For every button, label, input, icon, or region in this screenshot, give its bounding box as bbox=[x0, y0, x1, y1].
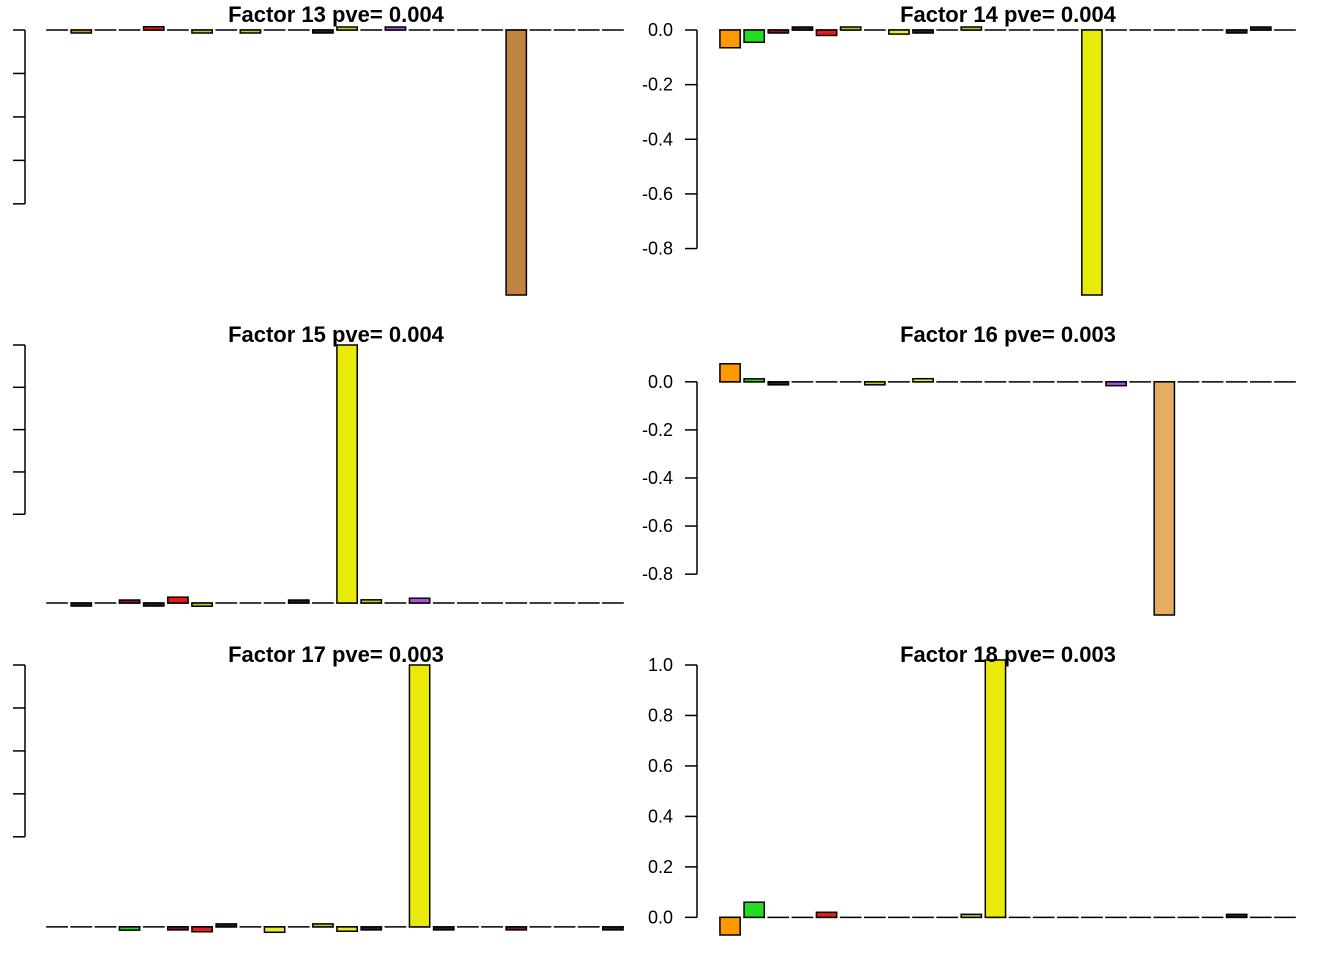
bar bbox=[167, 926, 189, 931]
bar bbox=[70, 29, 93, 34]
chart-panel: 1.0 0.8 0.6 0.4 0.2 0.0 Factor 18 pve= 0.003 bbox=[648, 642, 1296, 936]
y-tick-label: -0.4 bbox=[642, 468, 673, 488]
y-tick-label: -0.8 bbox=[642, 564, 673, 584]
bar bbox=[191, 926, 213, 933]
bar bbox=[888, 29, 910, 35]
bar bbox=[118, 926, 141, 931]
bar bbox=[505, 926, 528, 931]
bar bbox=[912, 377, 934, 383]
y-tick-label: 0.6 bbox=[648, 756, 673, 776]
bar bbox=[118, 599, 141, 604]
bar bbox=[384, 26, 407, 31]
y-tick-label: -0.6 bbox=[642, 516, 673, 536]
bar bbox=[432, 926, 455, 931]
bar bbox=[70, 602, 93, 607]
y-tick-label: -0.8 bbox=[642, 239, 673, 259]
chart-title: Factor 18 pve= 0.003 bbox=[900, 642, 1116, 667]
chart-panel: 0.0 -0.2 -0.4 -0.6 -0.8 Factor 14 pve= 0.004 bbox=[642, 2, 1296, 296]
y-tick-label: -0.6 bbox=[642, 184, 673, 204]
bar bbox=[1105, 381, 1127, 387]
chart-title: Factor 13 pve= 0.004 bbox=[228, 2, 445, 27]
bar bbox=[360, 926, 383, 931]
y-tick-label: -0.2 bbox=[642, 420, 673, 440]
bar bbox=[815, 911, 838, 919]
bar bbox=[602, 926, 624, 931]
bar bbox=[191, 602, 213, 607]
y-tick-label: 0.8 bbox=[648, 705, 673, 725]
bar bbox=[984, 659, 1007, 919]
chart-panel: 0.0 -0.2 -0.4 -0.6 -0.8 Factor 16 pve= 0.003 bbox=[642, 322, 1296, 616]
bar bbox=[312, 923, 334, 928]
bar bbox=[142, 602, 165, 607]
chart-title: Factor 16 pve= 0.003 bbox=[900, 322, 1116, 347]
bar bbox=[408, 664, 431, 928]
y-tick-label: 0.0 bbox=[648, 907, 673, 927]
bar bbox=[505, 29, 528, 296]
bar bbox=[743, 901, 766, 919]
chart-title: Factor 15 pve= 0.004 bbox=[228, 322, 445, 347]
bar bbox=[360, 599, 383, 604]
chart-panel: Factor 15 pve= 0.004 bbox=[13, 322, 624, 607]
bar bbox=[239, 29, 262, 34]
bar bbox=[719, 916, 741, 936]
bar bbox=[815, 29, 838, 37]
chart-title: Factor 14 pve= 0.004 bbox=[900, 2, 1117, 27]
chart-title: Factor 17 pve= 0.003 bbox=[228, 642, 444, 667]
chart-panel: Factor 13 pve= 0.004 bbox=[13, 2, 624, 296]
bar bbox=[408, 597, 431, 604]
chart-panel: Factor 17 pve= 0.003 bbox=[13, 642, 624, 934]
bar bbox=[960, 26, 983, 31]
bar bbox=[191, 29, 213, 34]
bar bbox=[1153, 381, 1176, 616]
y-tick-label: 1.0 bbox=[648, 655, 673, 675]
y-tick-label: -0.4 bbox=[642, 129, 673, 149]
bar bbox=[1249, 26, 1272, 31]
bar bbox=[142, 25, 165, 31]
bar bbox=[912, 29, 934, 34]
bar bbox=[767, 381, 790, 386]
bar bbox=[287, 599, 310, 604]
bar bbox=[215, 923, 238, 928]
bar bbox=[791, 26, 814, 31]
bar bbox=[1081, 29, 1103, 296]
bar bbox=[960, 913, 983, 919]
bar bbox=[167, 596, 189, 604]
y-tick-label: -0.2 bbox=[642, 75, 673, 95]
bar bbox=[767, 29, 790, 34]
bar bbox=[1225, 913, 1248, 919]
bar bbox=[312, 29, 334, 34]
bar bbox=[336, 926, 358, 932]
bar bbox=[743, 378, 766, 383]
bar bbox=[336, 26, 358, 31]
bar bbox=[743, 29, 766, 44]
y-tick-label: 0.2 bbox=[648, 857, 673, 877]
y-tick-label: 0.0 bbox=[648, 372, 673, 392]
bar bbox=[719, 29, 741, 49]
y-tick-label: 0.4 bbox=[648, 806, 673, 826]
bar bbox=[336, 344, 358, 604]
y-tick-label: 0.0 bbox=[648, 20, 673, 40]
bar bbox=[863, 381, 886, 386]
bar bbox=[719, 363, 741, 383]
bar bbox=[1225, 29, 1248, 34]
bar bbox=[839, 26, 862, 31]
bar bbox=[263, 926, 286, 934]
